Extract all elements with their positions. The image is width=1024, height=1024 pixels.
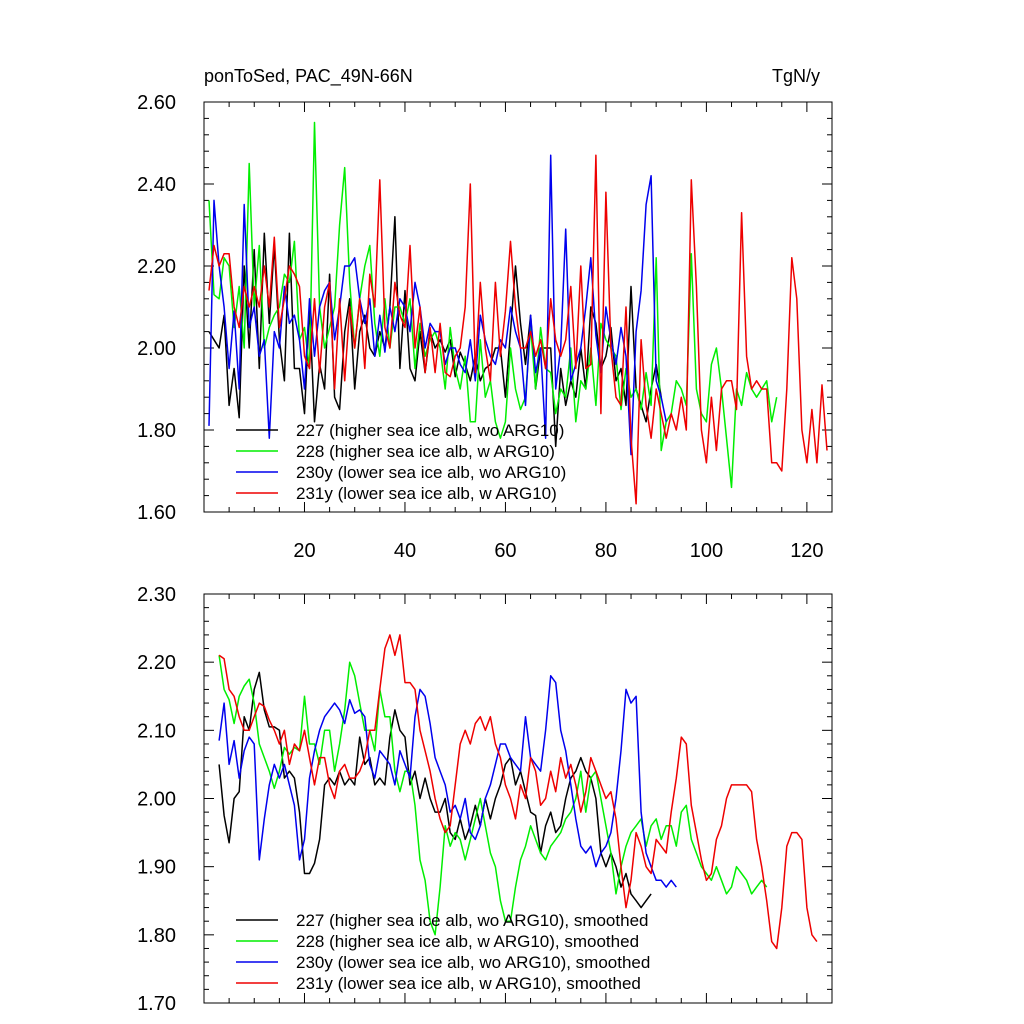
y-tick-label: 1.80 (137, 420, 176, 442)
series-line-2 (208, 121, 778, 489)
legend-label: 228 (higher sea ice alb, w ARG10) (296, 442, 555, 461)
x-tick-label: 40 (394, 540, 416, 562)
y-tick-label: 2.00 (137, 789, 176, 811)
y-tick-label: 1.60 (137, 502, 176, 524)
y-tick-label: 1.80 (137, 925, 176, 947)
series-line-1 (218, 671, 652, 909)
y-tick-label: 2.10 (137, 720, 176, 742)
legend-label: 227 (higher sea ice alb, wo ARG10), smoo… (296, 911, 648, 930)
x-tick-label: 120 (790, 540, 823, 562)
x-tick-label: 20 (293, 540, 315, 562)
y-tick-label: 2.20 (137, 256, 176, 278)
series-line-3 (218, 675, 677, 888)
x-tick-label: 60 (494, 540, 516, 562)
x-tick-label: 80 (595, 540, 617, 562)
y-tick-label: 2.30 (137, 584, 176, 606)
legend-label: 231y (lower sea ice alb, w ARG10), smoot… (296, 974, 641, 993)
series-line-4 (218, 634, 818, 950)
y-tick-label: 2.60 (137, 92, 176, 114)
legend-label: 230y (lower sea ice alb, wo ARG10), smoo… (296, 953, 650, 972)
legend-label: 231y (lower sea ice alb, w ARG10) (296, 484, 557, 503)
chart-title: ponToSed, PAC_49N-66N (204, 66, 413, 87)
y-tick-label: 2.20 (137, 652, 176, 674)
top-panel: 1.60 1.80 2.00 2.20 2.40 2.60 20 40 60 80 100 120 22… (137, 92, 833, 562)
legend-label: 230y (lower sea ice alb, wo ARG10) (296, 463, 566, 482)
y-tick-label: 2.40 (137, 174, 176, 196)
chart-units: TgN/y (772, 66, 820, 86)
legend-label: 227 (higher sea ice alb, wo ARG10) (296, 421, 564, 440)
series-line-4 (208, 154, 828, 505)
y-tick-label: 2.00 (137, 338, 176, 360)
y-tick-label: 1.90 (137, 857, 176, 879)
plot-frame (203, 101, 833, 513)
series-line-2 (218, 655, 768, 936)
y-tick-label: 1.70 (137, 993, 176, 1015)
x-tick-label: 100 (690, 540, 723, 562)
bottom-panel: 1.70 1.80 1.90 2.00 2.10 2.20 2.30 227 (higher … (137, 584, 833, 1015)
legend-label: 228 (higher sea ice alb, w ARG10), smoot… (296, 932, 639, 951)
